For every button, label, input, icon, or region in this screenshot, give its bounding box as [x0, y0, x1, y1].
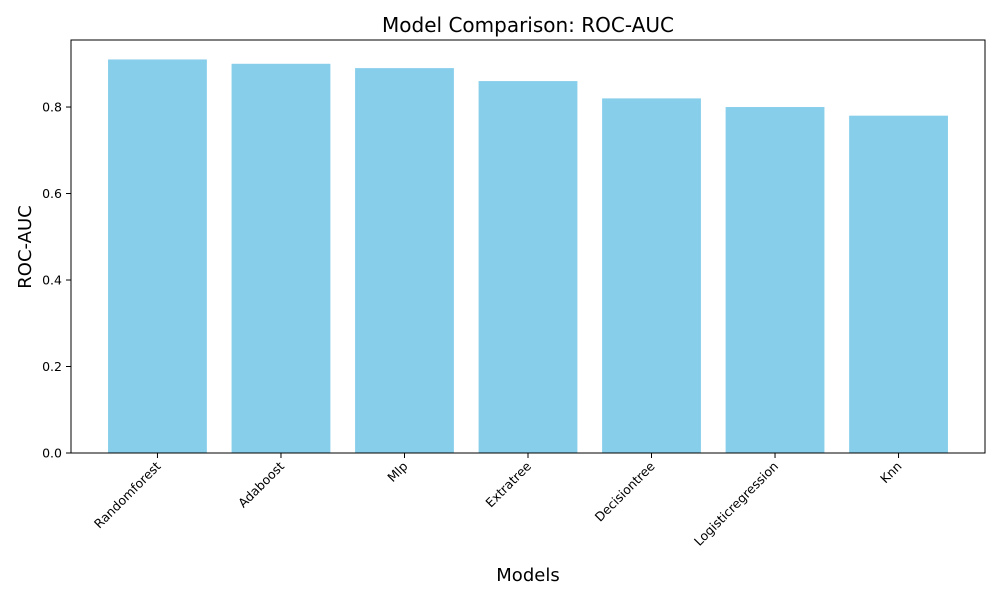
x-axis-ticks: Randomforest Adaboost Mlp Extratree Decision…: [91, 453, 905, 549]
bar-randomforest: [108, 59, 207, 454]
x-tick-label: Randomforest: [91, 458, 164, 531]
x-tick-label: Decisiontree: [592, 458, 658, 524]
y-tick-label: 0.8: [42, 100, 62, 115]
x-tick-label: Mlp: [384, 458, 410, 484]
plot-area-frame: [70, 39, 986, 454]
x-axis-label: Models: [496, 565, 559, 586]
y-tick-label: 0.4: [42, 273, 62, 288]
y-tick-label: 0.0: [42, 446, 62, 461]
y-axis-label: ROC-AUC: [15, 205, 36, 288]
bars-group: [108, 59, 948, 454]
x-tick-label: Extratree: [482, 458, 534, 510]
y-tick-label: 0.2: [42, 359, 62, 374]
bar-extratree: [478, 81, 578, 453]
bar-logisticregression: [725, 107, 825, 454]
x-tick-label: Adaboost: [235, 458, 287, 510]
chart-title: Model Comparison: ROC-AUC: [382, 13, 674, 37]
bar-adaboost: [231, 63, 331, 453]
x-tick-label: Knn: [877, 459, 905, 487]
bar-knn: [849, 115, 948, 453]
bar-decisiontree: [602, 98, 701, 453]
x-tick-label: Logisticregression: [691, 459, 781, 549]
bar-mlp: [355, 68, 454, 453]
y-axis-ticks: 0.0 0.2 0.4 0.6 0.8: [42, 100, 71, 461]
y-tick-label: 0.6: [42, 186, 62, 201]
